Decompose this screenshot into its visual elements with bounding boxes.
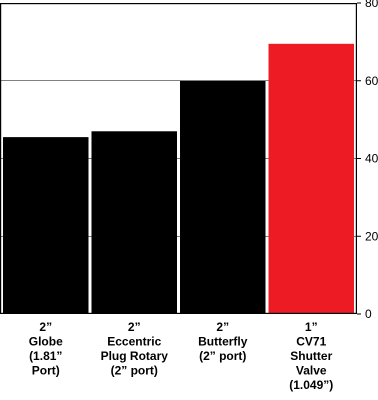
bar-2 — [180, 80, 266, 314]
x-category-label-line: (2” port) — [111, 364, 158, 378]
x-category-label-line: (1.81” — [29, 349, 62, 363]
bar-1 — [91, 131, 177, 314]
x-category-label-line: Plug Rotary — [101, 349, 169, 363]
y-tick-label: 40 — [365, 152, 378, 166]
x-category-label-1: 2” Eccentric Plug Rotary (2” port) — [101, 320, 169, 378]
x-category-label-line: 2” — [39, 320, 52, 334]
x-category-label-line: 2” — [216, 320, 229, 334]
x-category-label-line: 1” — [305, 320, 318, 334]
plot-frame — [0, 2, 357, 314]
x-category-label-line: Globe — [29, 335, 63, 349]
x-category-label-2: 2” Butterfly (2” port) — [198, 320, 248, 363]
x-category-label-line: Port) — [32, 364, 60, 378]
y-tick-label: 20 — [365, 229, 378, 243]
x-category-label-3: 1” CV71 Shutter Valve (1.049”) — [289, 320, 333, 392]
x-axis-labels: 2” Globe (1.81” Port)2” Eccentric Plug Rotary… — [29, 320, 334, 392]
x-category-label-line: Butterfly — [198, 335, 248, 349]
x-category-label-line: (2” port) — [199, 349, 246, 363]
bar-0 — [3, 137, 89, 314]
y-tick-label: 80 — [365, 0, 378, 10]
x-category-label-line: CV71 — [296, 335, 326, 349]
bars — [3, 43, 354, 314]
y-tick-label: 60 — [365, 74, 378, 88]
x-category-label-0: 2” Globe (1.81” Port) — [29, 320, 63, 378]
y-tick-label: 0 — [365, 307, 372, 321]
x-category-label-line: 2” — [128, 320, 141, 334]
x-category-label-line: (1.049”) — [289, 378, 333, 392]
x-category-label-line: Valve — [296, 364, 327, 378]
x-category-label-line: Eccentric — [107, 335, 161, 349]
bar-3 — [268, 43, 354, 314]
y-axis-ticks: 0 20 40 60 80 — [357, 0, 378, 321]
x-category-label-line: Shutter — [290, 349, 332, 363]
